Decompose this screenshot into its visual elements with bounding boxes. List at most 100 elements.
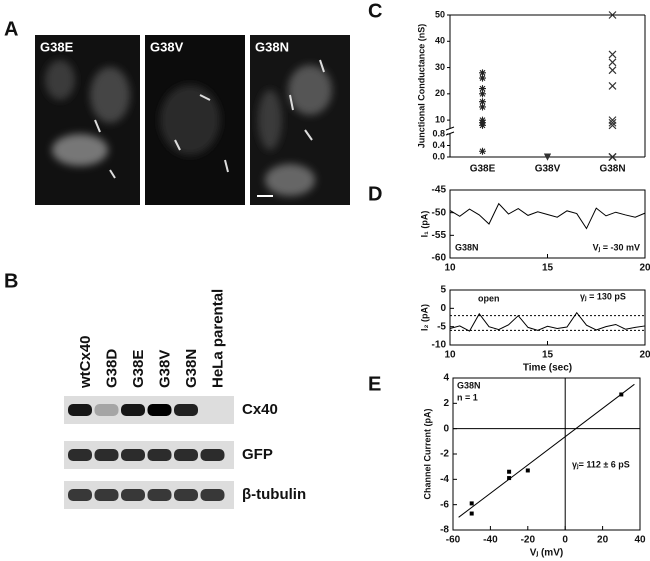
data-point <box>608 153 617 161</box>
y-tick-label: 0 <box>440 303 446 314</box>
blot-band <box>200 489 225 501</box>
western-blot: wtCx40 G38D G38E G38V G38N HeLa parental Cx40 G… <box>64 289 306 509</box>
x-tick-label: 40 <box>634 535 646 546</box>
y-tick-label: 0.8 <box>432 128 445 138</box>
micrographs <box>35 35 350 205</box>
blot-band <box>174 449 198 461</box>
panel-label: E <box>368 373 381 395</box>
y-tick-label: -45 <box>432 185 447 196</box>
blot-band <box>94 449 119 461</box>
y-tick-label: -8 <box>440 525 449 536</box>
data-point <box>469 501 474 506</box>
micrograph-label: G38E <box>40 39 74 54</box>
y-tick-label: -55 <box>432 230 447 241</box>
y-tick-label: -50 <box>432 207 447 218</box>
y-tick-label: -5 <box>437 321 446 332</box>
x-axis-label: Vⱼ (mV) <box>530 548 563 559</box>
y-tick-label: 40 <box>435 36 445 46</box>
micrograph-label: G38N <box>255 39 289 54</box>
y-axis-label: I₁ (pA) <box>419 211 429 238</box>
x-tick-label: 10 <box>444 263 456 274</box>
x-tick-label: G38E <box>470 164 496 175</box>
x-tick-label: -40 <box>483 535 498 546</box>
x-axis-label: Time (sec) <box>523 363 572 374</box>
trace <box>449 311 646 332</box>
x-tick-label: G38N <box>599 164 625 175</box>
data-point <box>608 11 617 19</box>
blot-band <box>121 404 145 416</box>
data-point <box>469 511 474 516</box>
fit-line <box>458 383 635 518</box>
y-tick-label: 0.0 <box>432 151 445 161</box>
blot-band <box>121 449 145 461</box>
blot-band <box>174 404 198 416</box>
lane-label: G38E <box>130 350 147 388</box>
panel-label: D <box>368 183 382 205</box>
lane-label: G38D <box>103 349 120 388</box>
data-point <box>479 69 486 77</box>
lane-label: G38N <box>183 349 200 388</box>
y-tick-label: -6 <box>440 499 449 510</box>
data-point <box>479 74 486 82</box>
row-label: GFP <box>242 446 273 463</box>
y-axis-label: I₂ (pA) <box>419 304 429 331</box>
x-tick-label: 20 <box>597 535 609 546</box>
y-tick-label: 0.4 <box>432 140 445 150</box>
data-point <box>479 147 486 155</box>
data-point <box>479 98 486 106</box>
y-tick-label: 50 <box>435 9 445 19</box>
annotation: Vⱼ = -30 mV <box>593 242 640 252</box>
annotation: n = 1 <box>457 392 478 402</box>
panel-label: A <box>4 18 18 40</box>
lane-label: G38V <box>156 350 173 388</box>
x-tick-label: -20 <box>521 535 536 546</box>
row-label: Cx40 <box>242 401 278 418</box>
x-tick-label: G38V <box>535 164 561 175</box>
x-tick-label: 15 <box>542 263 554 274</box>
panel-label: C <box>368 0 382 22</box>
data-point <box>479 103 486 111</box>
panel-label: B <box>4 270 18 292</box>
blot-band <box>147 489 172 501</box>
blot-band <box>94 404 119 416</box>
blot-band <box>174 489 198 501</box>
blot-band <box>147 449 172 461</box>
data-point <box>619 392 624 397</box>
annotation: γⱼ= 112 ± 6 pS <box>572 459 630 469</box>
blot-band <box>121 489 145 501</box>
data-point <box>608 82 617 90</box>
y-tick-label: 5 <box>440 285 446 296</box>
data-point <box>479 85 486 93</box>
x-tick-label: 20 <box>639 263 650 274</box>
data-point <box>479 121 486 129</box>
data-point <box>608 118 617 127</box>
annotation: open <box>478 293 500 303</box>
y-tick-label: -2 <box>440 449 449 460</box>
row-label: β-tubulin <box>242 486 306 503</box>
blot-band <box>200 449 225 461</box>
annotation: G38N <box>457 380 481 390</box>
data-point <box>507 476 512 481</box>
blot-band <box>68 404 92 416</box>
blot-band <box>68 489 92 501</box>
data-point <box>608 58 617 67</box>
blot-band <box>94 489 119 501</box>
y-tick-label: 0 <box>443 423 449 434</box>
lane-label: HeLa parental <box>209 289 226 388</box>
x-tick-label: 0 <box>562 535 568 546</box>
trace <box>449 202 646 230</box>
y-tick-label: 10 <box>435 114 445 124</box>
y-tick-label: 30 <box>435 62 445 72</box>
y-axis-label: Channel Current (pA) <box>422 408 432 499</box>
micrograph-label: G38V <box>150 39 184 54</box>
blot-band <box>68 449 92 461</box>
x-tick-label: -60 <box>446 535 461 546</box>
y-tick-label: 20 <box>435 88 445 98</box>
x-tick-label: 10 <box>444 350 456 361</box>
data-point <box>544 153 551 161</box>
cells <box>45 60 332 196</box>
y-tick-label: 2 <box>443 398 449 409</box>
y-tick-label: -4 <box>440 474 449 485</box>
data-point <box>507 469 512 474</box>
